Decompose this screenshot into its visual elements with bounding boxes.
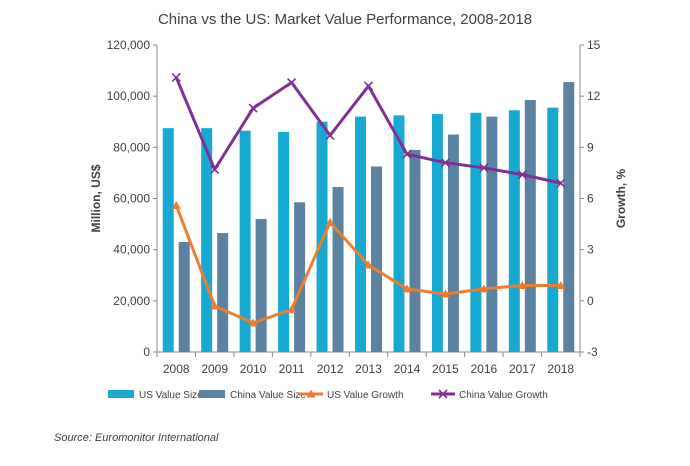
right-tick-label: 12 xyxy=(587,89,601,103)
data-point xyxy=(402,284,412,293)
bar xyxy=(409,149,421,352)
x-tick-label: 2018 xyxy=(547,362,574,376)
x-tick-label: 2015 xyxy=(432,362,459,376)
bar xyxy=(547,107,559,352)
legend: US Value Size China Value Size US Value Gr… xyxy=(108,389,548,401)
legend-item: China Value Growth xyxy=(431,389,548,401)
data-point xyxy=(440,158,450,168)
bar xyxy=(470,112,482,352)
data-point xyxy=(556,178,566,188)
chart-title: China vs the US: Market Value Performanc… xyxy=(158,11,532,28)
data-point xyxy=(479,163,489,173)
bar xyxy=(371,166,382,352)
data-point xyxy=(171,200,181,209)
line-series xyxy=(171,72,566,327)
y-axis-title: Million, US$ xyxy=(89,164,103,232)
bar xyxy=(178,241,190,352)
bar xyxy=(217,233,229,352)
x-tick-label: 2017 xyxy=(509,362,536,376)
data-point xyxy=(556,280,566,289)
data-point xyxy=(364,260,373,269)
left-tick-label: 60,000 xyxy=(113,192,150,206)
data-point xyxy=(287,304,297,313)
legend-item: China Value Size xyxy=(199,390,306,401)
left-tick-label: 80,000 xyxy=(113,140,150,154)
bar xyxy=(294,202,306,352)
right-tick-label: -3 xyxy=(587,345,598,359)
bar xyxy=(431,114,443,352)
left-tick-label: 100,000 xyxy=(107,89,151,103)
data-point xyxy=(325,217,335,226)
data-point xyxy=(287,77,297,88)
legend-marker xyxy=(438,389,448,399)
left-tick-label: 120,000 xyxy=(107,38,151,52)
axes: 0 20,000 40,000 60,000 80,000 100,000 120,000 -… xyxy=(107,38,601,376)
legend-swatch xyxy=(108,390,134,398)
data-point xyxy=(517,170,527,180)
x-tick-label: 2014 xyxy=(394,362,421,376)
bar xyxy=(255,218,267,352)
legend-marker xyxy=(306,389,316,398)
bar xyxy=(447,134,459,352)
bar-series-china-value-size xyxy=(178,82,575,353)
data-point xyxy=(171,72,181,82)
right-tick-label: 9 xyxy=(587,140,594,154)
bar xyxy=(508,110,520,352)
data-point xyxy=(479,284,489,293)
data-point xyxy=(517,280,527,289)
x-tick-label: 2016 xyxy=(471,362,498,376)
data-point xyxy=(210,164,220,175)
axis-labels: Million, US$ Growth, % xyxy=(89,164,628,232)
legend-label: US Value Growth xyxy=(327,390,404,401)
bar xyxy=(393,115,405,353)
bar xyxy=(201,128,213,352)
x-tick-label: 2010 xyxy=(240,362,267,376)
data-point xyxy=(402,149,412,159)
series-line xyxy=(174,76,562,185)
x-tick-label: 2013 xyxy=(355,362,382,376)
legend-item: US Value Size xyxy=(108,390,203,401)
bar xyxy=(563,82,575,353)
right-tick-label: 15 xyxy=(587,38,601,52)
data-point xyxy=(363,81,374,91)
x-tick-label: 2012 xyxy=(317,362,344,376)
x-tick-label: 2011 xyxy=(279,362,305,376)
x-tick-label: 2008 xyxy=(163,362,190,376)
x-tick-label: 2009 xyxy=(201,362,228,376)
left-tick-label: 0 xyxy=(143,345,150,359)
bar xyxy=(524,100,536,352)
legend-label: China Value Size xyxy=(230,390,306,401)
data-point xyxy=(210,301,220,310)
legend-item: US Value Growth xyxy=(299,389,404,401)
data-point xyxy=(325,130,335,140)
bar xyxy=(332,186,344,352)
data-point xyxy=(248,318,258,327)
right-tick-label: 6 xyxy=(587,192,594,206)
source-note: Source: Euromonitor International xyxy=(54,432,219,444)
right-tick-label: 0 xyxy=(587,294,594,308)
data-point xyxy=(248,103,258,113)
legend-label: China Value Growth xyxy=(459,390,548,401)
left-tick-label: 20,000 xyxy=(113,294,150,308)
legend-swatch xyxy=(199,390,225,398)
legend-label: US Value Size xyxy=(139,390,203,401)
data-point xyxy=(440,289,450,298)
bar xyxy=(486,116,498,352)
line-series-china-value-growth xyxy=(171,72,566,188)
left-tick-label: 40,000 xyxy=(113,243,150,257)
bar xyxy=(162,128,174,352)
bar xyxy=(355,116,366,352)
bar xyxy=(278,131,290,352)
line-series-us-value-growth xyxy=(171,200,566,327)
right-tick-label: 3 xyxy=(587,243,594,257)
bar xyxy=(239,130,251,352)
y2-axis-title: Growth, % xyxy=(614,169,628,229)
